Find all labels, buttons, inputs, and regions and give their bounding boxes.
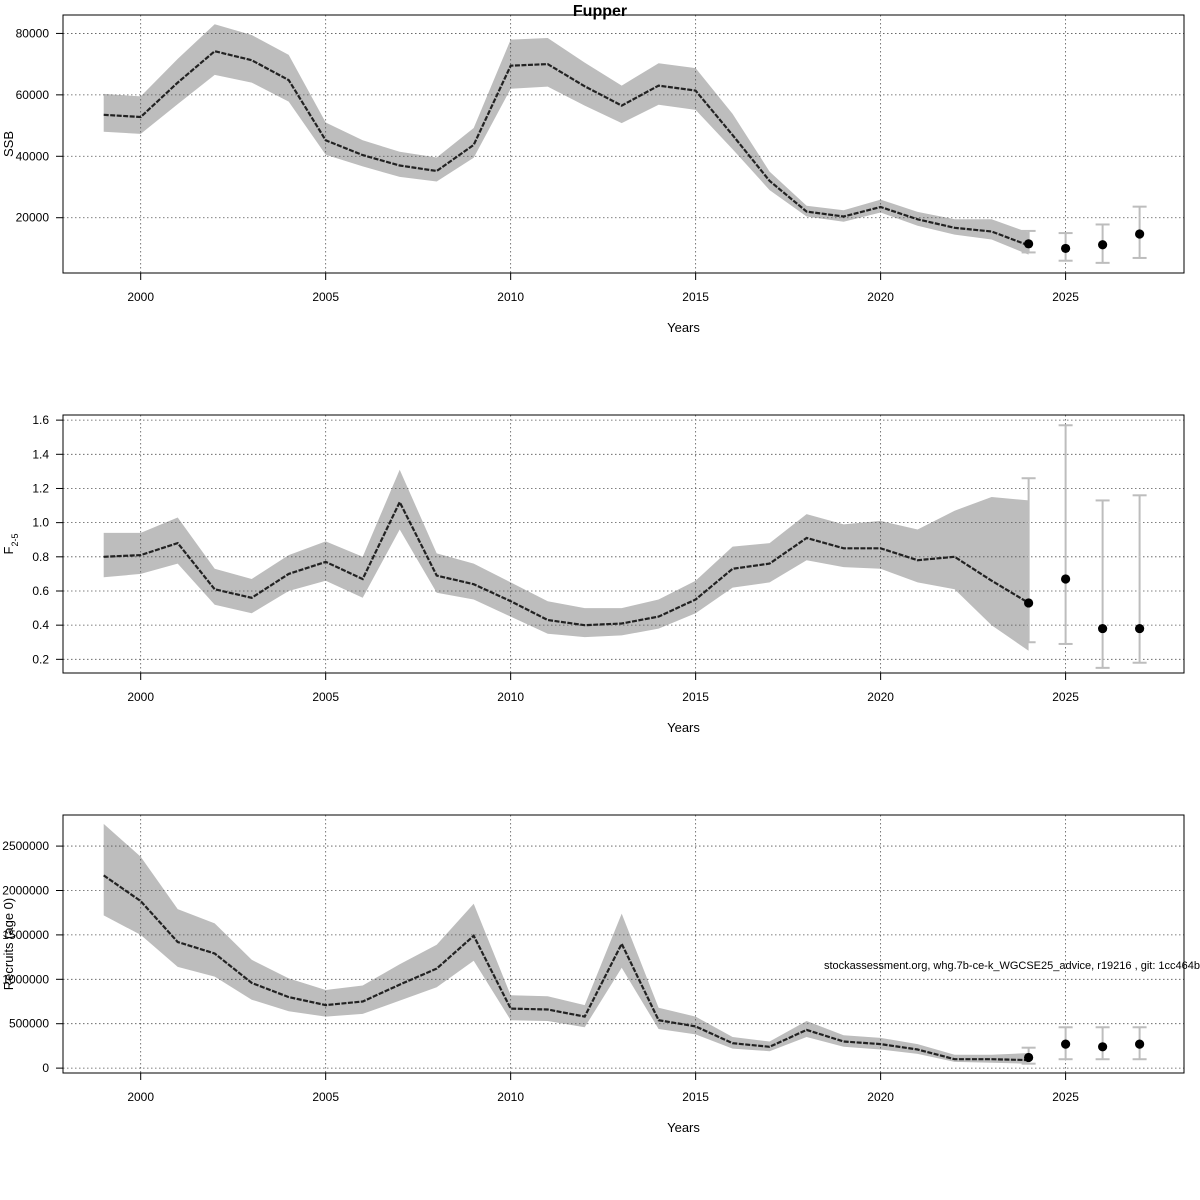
recruits-forecast-point	[1135, 1039, 1145, 1049]
ssb-x-tick-label: 2000	[127, 290, 154, 304]
ssb-estimate-line	[103, 49, 1029, 247]
ssb-y-axis-title: SSB	[1, 131, 16, 157]
recruits-y-axis-title: Recruits (age 0)	[1, 898, 16, 990]
recruits-forecast-point	[1024, 1052, 1034, 1063]
recruits-y-tick-label: 1000000	[2, 972, 49, 986]
ssb-x-tick-label: 2015	[682, 290, 709, 304]
recruits-y-tick-label: 1500000	[2, 928, 49, 942]
fbar-y-axis-title-subscript: 2-5	[10, 534, 20, 547]
fbar-x-tick-label: 2025	[1052, 690, 1079, 704]
fbar-forecast-point	[1024, 598, 1034, 608]
ssb-confidence-band	[103, 24, 1029, 255]
recruits-x-tick-label: 2020	[867, 1090, 894, 1104]
recruits-forecast-point	[1061, 1039, 1071, 1049]
ssb-forecast-point	[1135, 229, 1145, 239]
fbar-y-tick-label: 1.0	[32, 516, 49, 530]
fbar-x-tick-label: 2010	[497, 690, 524, 704]
fbar-panel: 2000 2005 2010 2015 2020 2025 0.2 0.4 0.6 0.8 1.0 1…	[1, 413, 1185, 735]
recruits-plot-frame	[62, 814, 1185, 1074]
ssb-x-axis-title: Years	[667, 320, 700, 335]
recruits-x-tick-label: 2005	[312, 1090, 339, 1104]
ssb-x-tick-label: 2005	[312, 290, 339, 304]
source-footnote: stockassessment.org, whg.7b-ce-k_WGCSE25…	[824, 960, 1200, 972]
recruits-estimate-line	[103, 874, 1029, 1062]
recruits-x-axis-title: Years	[667, 1120, 700, 1135]
fbar-forecast-point	[1098, 623, 1108, 634]
recruits-y-tick-label: 2000000	[2, 883, 49, 897]
recruits-confidence-band	[103, 823, 1029, 1064]
fbar-confidence-band	[103, 469, 1029, 651]
ssb-plot-frame	[62, 14, 1185, 274]
ssb-panel: 2000 2005 2010 2015 2020 2025 20000 40000 60000 8…	[1, 14, 1185, 335]
fbar-y-tick-label: 0.8	[32, 550, 49, 564]
fbar-x-tick-label: 2005	[312, 690, 339, 704]
fbar-forecast-point	[1061, 574, 1071, 584]
figure-title: Fupper	[573, 3, 627, 20]
ssb-x-tick-label: 2010	[497, 290, 524, 304]
ssb-forecast-point	[1098, 240, 1108, 250]
fbar-x-tick-label: 2020	[867, 690, 894, 704]
ssb-forecast-point	[1061, 243, 1071, 254]
recruits-x-tick-label: 2000	[127, 1090, 154, 1104]
fbar-forecast-point	[1135, 623, 1145, 634]
ssb-y-tick-label: 20000	[16, 211, 50, 225]
fbar-plot-frame	[62, 414, 1185, 674]
fbar-x-tick-label: 2000	[127, 690, 154, 704]
ssb-x-tick-label: 2020	[867, 290, 894, 304]
fbar-y-tick-label: 1.2	[32, 481, 49, 495]
recruits-x-tick-label: 2025	[1052, 1090, 1079, 1104]
recruits-y-tick-label: 500000	[9, 1017, 49, 1031]
ssb-y-tick-label: 80000	[16, 26, 50, 40]
ssb-y-tick-label: 60000	[16, 88, 50, 102]
fbar-y-tick-label: 0.2	[32, 652, 49, 666]
recruits-x-tick-label: 2015	[682, 1090, 709, 1104]
fbar-x-axis-title: Years	[667, 720, 700, 735]
recruits-forecast-point	[1098, 1042, 1108, 1052]
ssb-x-tick-label: 2025	[1052, 290, 1079, 304]
recruits-panel: 2000 2005 2010 2015 2020 2025 0 500000 1000000 15…	[1, 814, 1185, 1135]
ssb-forecast-point	[1024, 239, 1034, 249]
fbar-y-tick-label: 0.4	[32, 618, 49, 632]
fbar-y-tick-label: 1.4	[32, 447, 49, 461]
fbar-y-tick-label: 0.6	[32, 584, 49, 598]
fbar-x-tick-label: 2015	[682, 690, 709, 704]
recruits-y-tick-label: 0	[42, 1061, 49, 1075]
fbar-estimate-line	[103, 499, 1030, 627]
ssb-y-tick-label: 40000	[16, 149, 50, 163]
fbar-y-tick-label: 1.6	[32, 413, 49, 427]
recruits-x-tick-label: 2010	[497, 1090, 524, 1104]
fbar-y-axis-title: F2-5	[1, 534, 20, 555]
recruits-y-tick-label: 2500000	[2, 839, 49, 853]
